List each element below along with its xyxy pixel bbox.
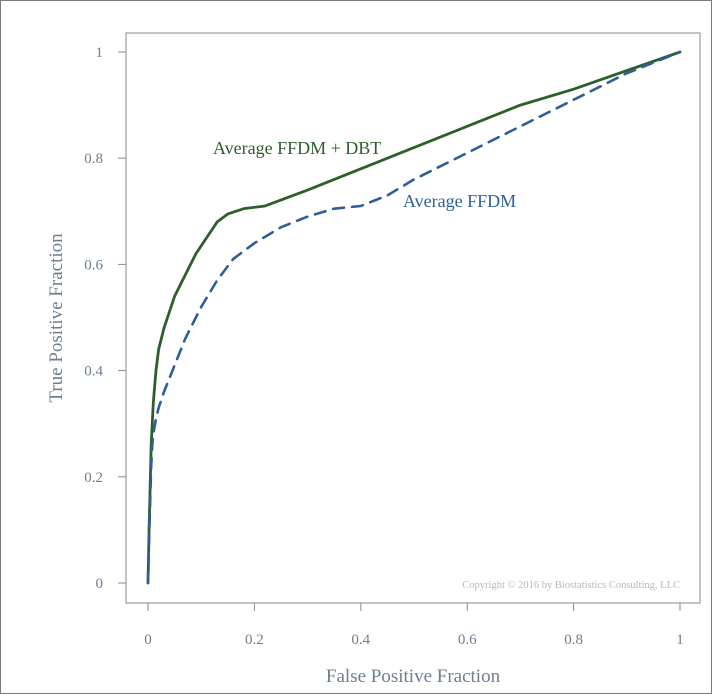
plot-area-border [125,32,701,604]
y-tick-label: 0.8 [84,151,103,167]
y-axis: 0 0.2 0.4 0.6 0.8 1 [84,45,127,592]
x-axis: 0 0.2 0.4 0.6 0.8 1 [144,602,684,648]
x-tick-label: 1 [676,632,684,648]
y-tick-label: 0.6 [84,257,103,273]
x-tick-label: 0.8 [564,632,583,648]
series-label-ffdm-dbt: Average FFDM + DBT [213,138,381,158]
x-tick-label: 0 [144,632,152,648]
x-tick-label: 0.6 [458,632,477,648]
series-label-ffdm: Average FFDM [403,191,516,211]
series-line-ffdm [146,50,682,585]
y-axis-label: True Positive Fraction [46,233,67,403]
y-tick-label: 0.4 [84,364,103,380]
y-tick-label: 0 [96,576,104,592]
x-axis-label: False Positive Fraction [326,666,501,687]
y-tick-label: 0.2 [84,470,103,486]
x-tick-label: 0.4 [351,632,370,648]
copyright-notice: Copyright © 2016 by Biostatistics Consul… [462,580,680,591]
series-line-ffdm-dbt [146,50,682,585]
series-layer [146,50,682,585]
x-tick-label: 0.2 [245,632,264,648]
y-tick-label: 1 [96,45,104,61]
